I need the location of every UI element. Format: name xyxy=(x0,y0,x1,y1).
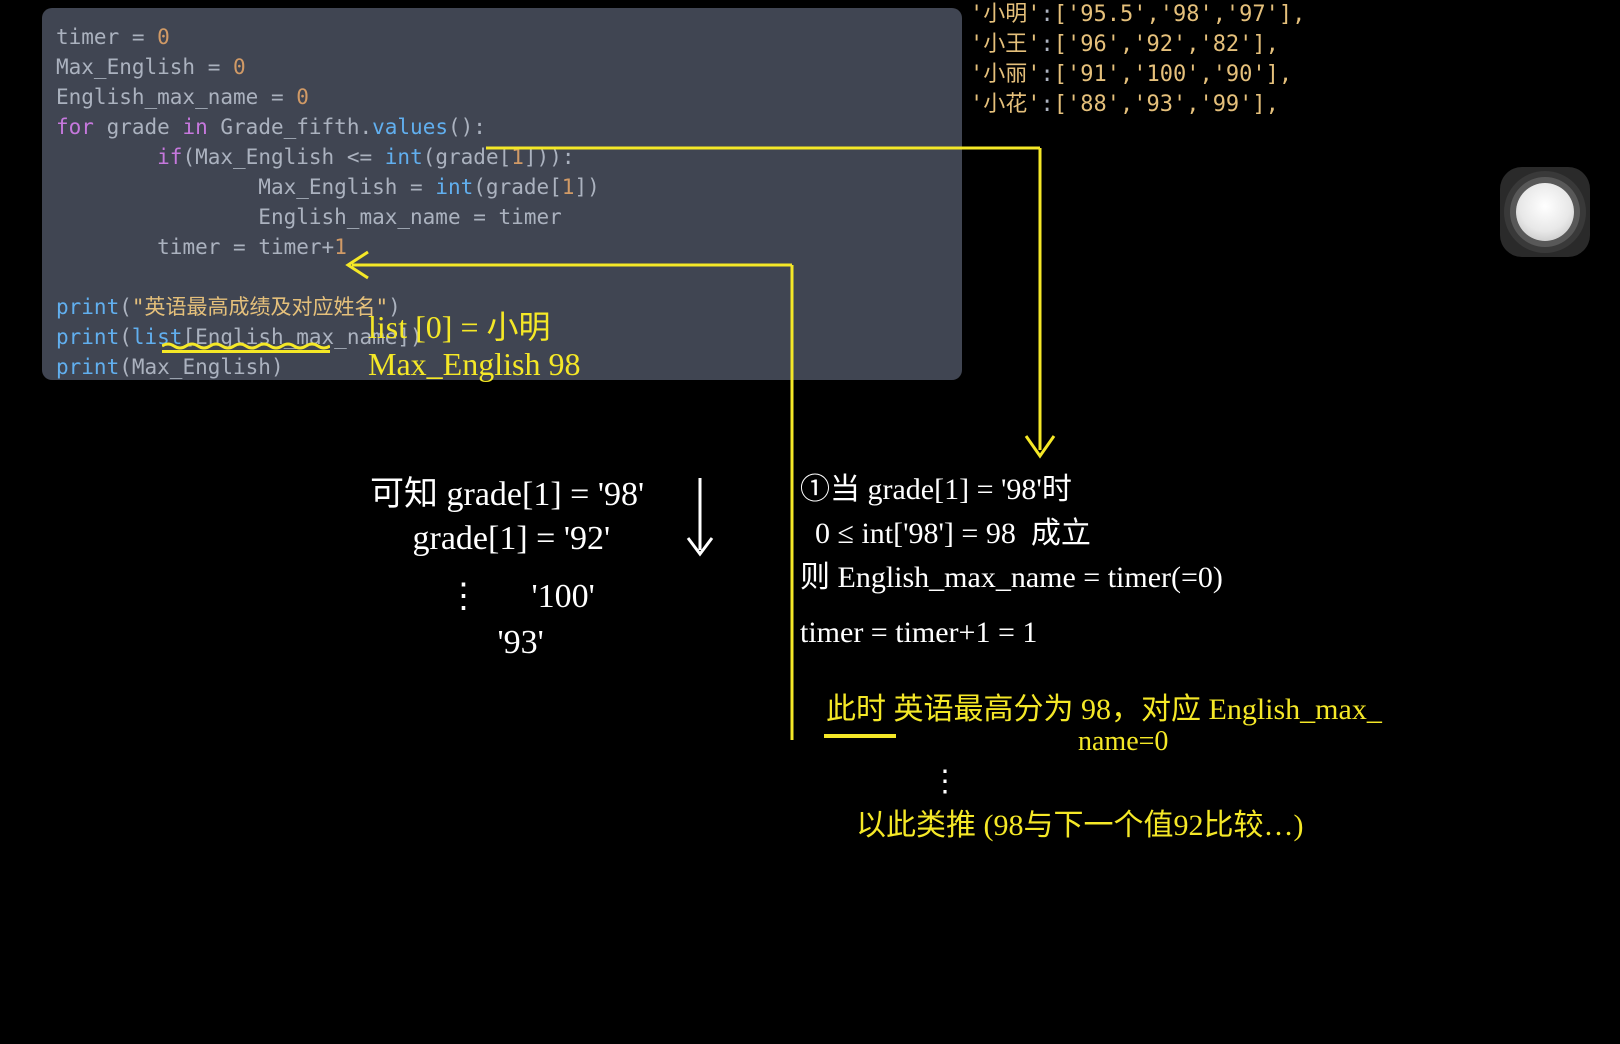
annotation-step1-4: timer = timer+1 = 1 xyxy=(800,616,1037,650)
code-line: for grade in Grade_fifth.values(): xyxy=(56,112,948,142)
code-line: Max_English = int(grade[1]) xyxy=(56,172,948,202)
annotation-continue: 以此类推 (98与下一个值92比较…) xyxy=(856,800,1303,844)
code-line: if(Max_English <= int(grade[1])): xyxy=(56,142,948,172)
annotation-grade-values-3: ⋮ '100' xyxy=(370,576,595,616)
underline-annotation xyxy=(162,342,330,353)
annotation-grade-values-4: '93' xyxy=(370,624,544,662)
assistive-touch-icon xyxy=(1516,183,1574,241)
annotation-step1-2: 0 ≤ int['98'] = 98 成立 xyxy=(800,508,1091,552)
annotation-list0: list [0] = 小明 xyxy=(368,302,551,348)
annotation-dots: ⋮ xyxy=(930,764,960,799)
annotation-grade-values-1: 可知 grade[1] = '98' xyxy=(370,466,644,515)
dict-row: '小花':['88','93','99'], xyxy=(970,90,1370,120)
annotation-conclusion-2: name=0 xyxy=(826,726,1168,758)
code-line: timer = timer+1 xyxy=(56,232,948,262)
assistive-touch-button[interactable] xyxy=(1500,167,1590,257)
code-line xyxy=(56,262,948,292)
dict-row: '小明':['95.5','98','97'], xyxy=(970,0,1370,30)
data-dictionary-panel: '小明':['95.5','98','97'],'小王':['96','92',… xyxy=(970,0,1370,120)
code-line: English_max_name = 0 xyxy=(56,82,948,112)
annotation-conclusion-1: 此时 英语最高分为 98，对应 English_max_ xyxy=(826,684,1382,728)
annotation-step1-3: 则 English_max_name = timer(=0) xyxy=(800,552,1223,596)
dict-row: '小王':['96','92','82'], xyxy=(970,30,1370,60)
code-line: timer = 0 xyxy=(56,22,948,52)
annotation-step1-1: ①当 grade[1] = '98'时 xyxy=(800,464,1072,508)
annotation-grade-values-2: grade[1] = '92' xyxy=(370,520,610,558)
dict-row: '小丽':['91','100','90'], xyxy=(970,60,1370,90)
code-line: Max_English = 0 xyxy=(56,52,948,82)
annotation-maxenglish: Max_English 98 xyxy=(368,346,580,383)
code-line: English_max_name = timer xyxy=(56,202,948,232)
